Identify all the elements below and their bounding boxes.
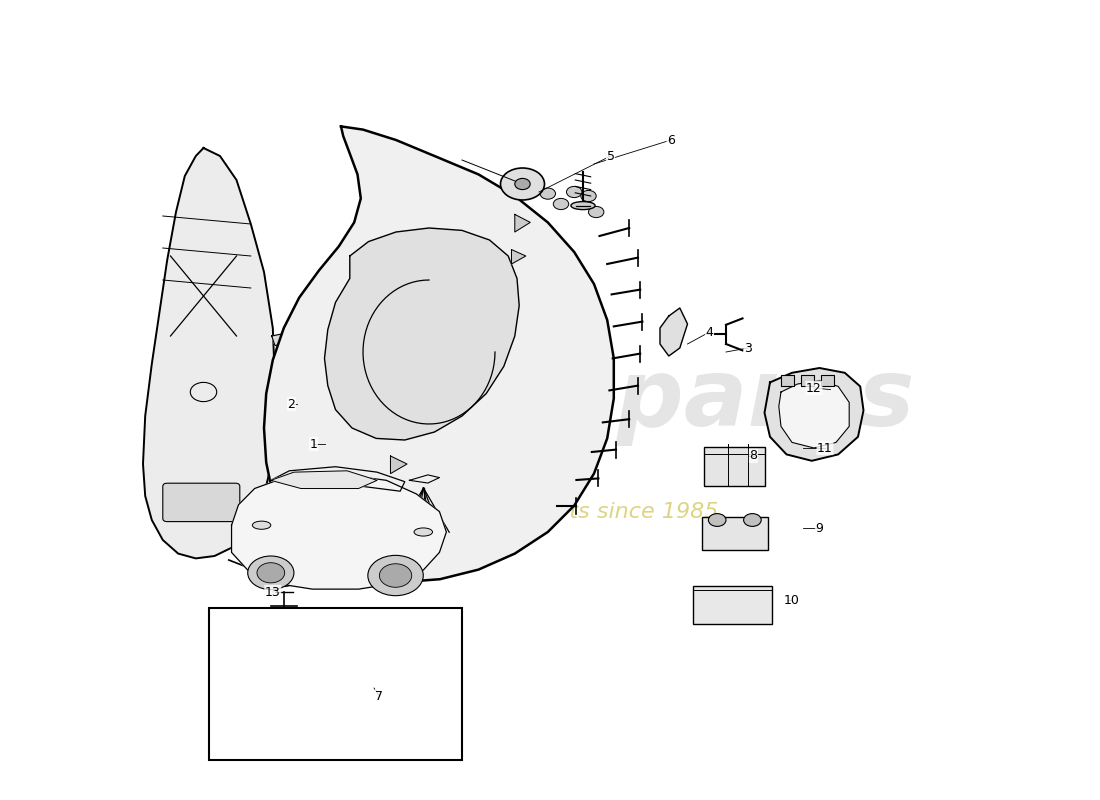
Circle shape [581,190,596,202]
Polygon shape [390,456,407,474]
Text: 12: 12 [806,382,822,394]
Text: 2: 2 [287,398,296,410]
Bar [801,375,814,386]
Polygon shape [271,470,377,489]
Circle shape [270,566,298,586]
Text: eurospares: eurospares [317,354,915,446]
Text: 3: 3 [744,342,752,354]
Bar [704,447,764,486]
Polygon shape [660,308,688,356]
Text: 5: 5 [606,150,615,162]
Text: a passion for parts since 1985: a passion for parts since 1985 [382,502,718,522]
FancyBboxPatch shape [365,522,383,536]
Text: 11: 11 [817,442,833,454]
Bar [781,375,794,386]
FancyBboxPatch shape [163,483,240,522]
Circle shape [257,562,285,583]
Text: 6: 6 [667,134,675,146]
Circle shape [708,514,726,526]
Bar [693,586,772,624]
Circle shape [540,188,556,199]
Bar [821,375,834,386]
Text: 13: 13 [265,586,280,598]
Text: 1: 1 [309,438,318,450]
Polygon shape [764,368,864,461]
FancyBboxPatch shape [382,527,399,542]
Circle shape [379,564,411,587]
Polygon shape [324,228,519,440]
Circle shape [744,514,761,526]
Circle shape [515,178,530,190]
Polygon shape [264,126,614,582]
Text: 7: 7 [375,690,384,702]
Circle shape [248,556,294,590]
Polygon shape [515,214,530,232]
FancyBboxPatch shape [415,530,432,544]
FancyBboxPatch shape [209,608,462,760]
Polygon shape [512,250,526,264]
Circle shape [588,206,604,218]
Bar [702,517,768,550]
Text: 10: 10 [784,594,800,606]
Ellipse shape [252,521,271,530]
Polygon shape [143,148,275,558]
Circle shape [500,168,544,200]
Text: 9: 9 [815,522,824,534]
Polygon shape [272,332,295,346]
Circle shape [367,555,424,596]
Ellipse shape [414,528,432,536]
Circle shape [553,198,569,210]
Polygon shape [779,381,849,448]
Circle shape [566,186,582,198]
Text: 4: 4 [705,326,714,338]
Text: 8: 8 [749,450,758,462]
Polygon shape [232,474,447,589]
FancyBboxPatch shape [398,530,416,544]
Ellipse shape [571,202,595,210]
